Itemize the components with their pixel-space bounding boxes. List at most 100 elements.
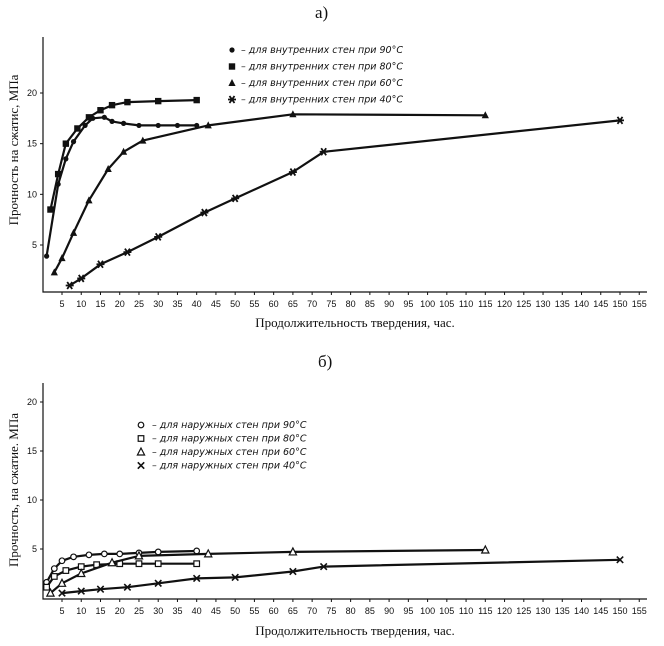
x-tick-label: 70 (307, 606, 317, 616)
legend-marker-2 (137, 435, 145, 442)
series-1-point (174, 122, 181, 129)
x-tick-label: 150 (612, 299, 627, 309)
x-tick-label: 120 (497, 606, 512, 616)
series-1-point (193, 547, 201, 555)
series-2-point (85, 114, 93, 121)
series-1-point (44, 253, 50, 259)
series-3-point (57, 577, 67, 587)
series-2-point (108, 101, 116, 109)
series-line-4 (69, 119, 621, 287)
x-tick-label: 45 (211, 606, 221, 616)
series-3-point (134, 550, 144, 560)
y-tick-label: 15 (27, 446, 37, 456)
series-1-point (109, 118, 115, 124)
y-tick-label: 15 (27, 139, 37, 149)
series-1-point (70, 553, 77, 561)
legend-marker-4 (137, 461, 145, 470)
x-tick-label: 25 (134, 299, 144, 309)
series-4-point (288, 168, 297, 177)
series-1-point (100, 550, 108, 558)
series-line-3 (53, 113, 486, 273)
series-1-point (63, 156, 69, 162)
series-line-4 (61, 558, 621, 595)
y-axis-label: Прочность на сжатис, МПа (6, 74, 21, 225)
series-2-point (193, 96, 200, 104)
series-1-point (82, 122, 88, 129)
series-2-point (62, 567, 70, 574)
legend-entry-1: – для внутренних стен при 90°С (241, 45, 403, 56)
legend-entry-4: – для наружных стен при 40°С (152, 461, 307, 472)
series-4-point (616, 556, 624, 564)
series-3-point (45, 587, 56, 597)
series-3-point (104, 165, 112, 172)
x-tick-label: 15 (95, 299, 105, 309)
series-4-point (123, 248, 132, 257)
series-3-point (69, 228, 78, 236)
x-tick-label: 85 (365, 606, 375, 616)
series-4-point (77, 587, 86, 595)
series-4-point (96, 260, 105, 269)
x-tick-label: 95 (403, 299, 413, 309)
series-4-point (58, 589, 66, 597)
x-tick-label: 100 (420, 606, 435, 616)
x-tick-label: 105 (439, 606, 454, 616)
x-tick-label: 95 (403, 606, 413, 616)
x-tick-label: 125 (516, 606, 531, 616)
x-tick-label: 145 (593, 299, 608, 309)
legend-marker-3 (136, 446, 146, 456)
x-tick-label: 85 (365, 299, 375, 309)
x-tick-label: 15 (95, 606, 105, 616)
y-tick-label: 10 (27, 189, 37, 199)
series-3-point (85, 196, 93, 204)
series-1-point (50, 565, 58, 572)
x-tick-label: 10 (76, 606, 86, 616)
x-tick-label: 90 (384, 606, 394, 616)
legend-entry-2: – для наружных стен при 80°С (152, 434, 307, 445)
x-tick-label: 115 (478, 606, 492, 616)
legend-entry-2: – для внутренних стен при 80°С (241, 62, 403, 73)
x-tick-label: 20 (115, 606, 125, 616)
y-tick-label: 10 (27, 495, 37, 505)
series-4-point (319, 562, 328, 571)
legend-marker-2 (228, 63, 236, 70)
series-1-point (58, 557, 66, 565)
series-4-point (123, 583, 132, 591)
axes (42, 37, 647, 293)
series-4-point (96, 585, 105, 593)
series-4-point (192, 574, 201, 583)
series-3-point (119, 147, 128, 155)
axes (42, 383, 647, 600)
x-tick-label: 40 (192, 299, 202, 309)
x-tick-label: 125 (516, 299, 531, 309)
y-tick-label: 20 (27, 88, 37, 98)
x-tick-label: 80 (346, 299, 356, 309)
x-tick-label: 140 (574, 299, 589, 309)
x-tick-label: 60 (269, 606, 279, 616)
x-tick-label: 110 (459, 299, 473, 309)
x-tick-label: 135 (555, 299, 570, 309)
x-tick-label: 115 (478, 299, 492, 309)
x-tick-label: 140 (574, 606, 589, 616)
x-tick-label: 75 (326, 299, 336, 309)
x-tick-label: 45 (211, 299, 221, 309)
series-2-point (135, 560, 143, 568)
x-tick-label: 130 (536, 606, 551, 616)
series-3-point (76, 568, 86, 578)
x-tick-label: 55 (249, 299, 259, 309)
series-line-1 (45, 549, 197, 583)
series-1-point (136, 122, 142, 129)
series-3-point (203, 548, 213, 558)
legend-marker-1 (137, 421, 145, 429)
x-tick-label: 100 (420, 299, 435, 309)
series-4-point (77, 274, 86, 283)
legend-entry-3: – для внутренних стен при 60°С (241, 78, 403, 89)
x-tick-label: 20 (115, 299, 125, 309)
x-tick-label: 65 (288, 299, 298, 309)
series-2-point (54, 170, 62, 178)
x-tick-label: 110 (459, 606, 473, 616)
series-1-point (116, 550, 124, 558)
x-tick-label: 105 (439, 299, 454, 309)
x-tick-label: 35 (172, 299, 182, 309)
x-tick-label: 10 (76, 299, 86, 309)
x-tick-label: 145 (593, 606, 608, 616)
